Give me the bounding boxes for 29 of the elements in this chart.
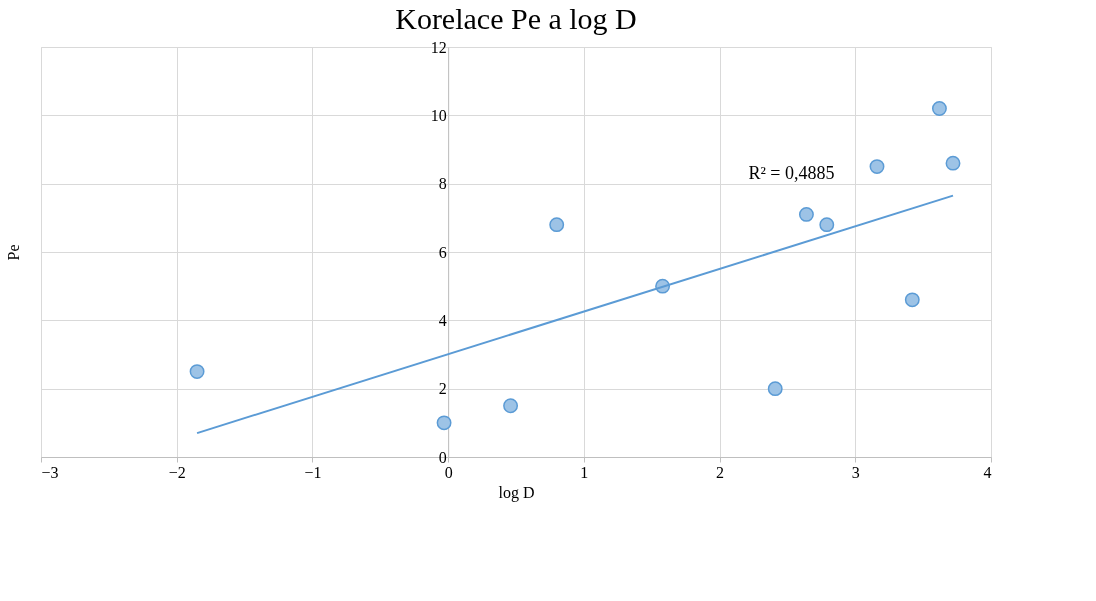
point (503, 398, 519, 414)
y-tick-label: 0 (438, 448, 447, 466)
y-tick-label: 8 (438, 175, 447, 193)
x-tick-label: 3 (851, 463, 860, 481)
chart-title: Korelace Pe a log D (395, 2, 637, 35)
y-tick-label: 12 (430, 38, 447, 56)
point (869, 159, 885, 175)
x-tick-label: −3 (41, 463, 59, 481)
x-axis-title: log D (498, 483, 535, 502)
y-tick-label: 2 (438, 380, 447, 398)
x-tick-label: 1 (580, 463, 589, 481)
point (549, 217, 565, 233)
y-tick-label: 10 (430, 106, 447, 124)
x-tick-label: −1 (304, 463, 322, 481)
x-tick-label: 2 (716, 463, 725, 481)
point (798, 206, 814, 222)
y-tick-label: 6 (438, 243, 447, 261)
point (767, 381, 783, 397)
point (819, 217, 835, 233)
point (904, 292, 920, 308)
y-tick-label: 4 (438, 311, 447, 329)
point (945, 155, 961, 171)
point (189, 364, 205, 380)
x-tick-label: 4 (983, 463, 992, 481)
x-tick-label: −2 (168, 463, 186, 481)
point (931, 101, 947, 116)
y-axis-title: Pe (4, 244, 22, 261)
annotation: R² = 0,4885 (748, 163, 835, 184)
point (436, 415, 452, 431)
